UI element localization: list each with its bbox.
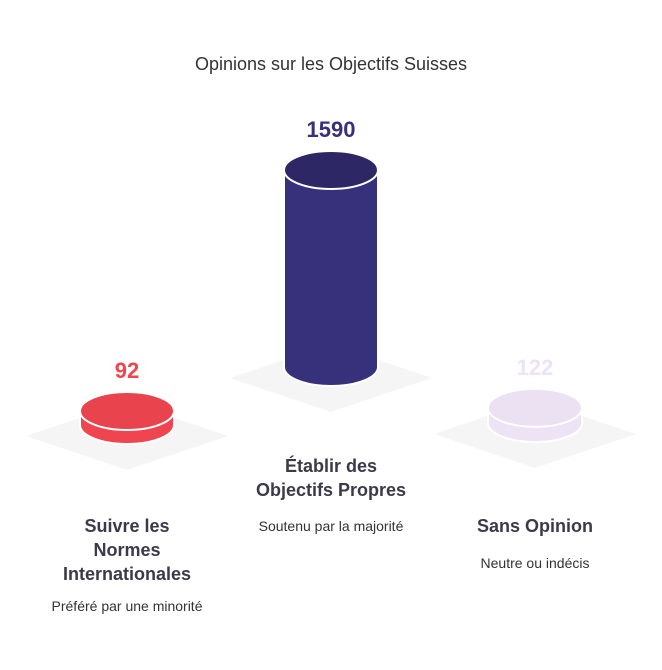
category-label-1: Suivre les Normes Internationales (63, 516, 191, 584)
description-label-3: Neutre ou indécis (481, 555, 590, 571)
category-label-3: Sans Opinion (477, 516, 593, 536)
category-label-2: Établir des Objectifs Propres (256, 455, 406, 500)
description-label-1: Préféré par une minorité (52, 598, 203, 614)
bar-top-1 (79, 391, 175, 431)
bar-group-1: 92 Suivre les Normes Internationales Préféré… (26, 358, 228, 614)
description-label-2: Soutenu par la majorité (259, 518, 404, 534)
value-label-1: 92 (115, 358, 139, 383)
bar-group-2: 1590 Établir des Objectifs Propres Soutenu … (230, 117, 432, 534)
bar-top-2 (283, 150, 379, 190)
bars-layer: 92 Suivre les Normes Internationales Préféré… (26, 117, 636, 614)
bar-2 (283, 169, 379, 387)
bar-top-3 (487, 387, 583, 428)
chart-title: Opinions sur les Objectifs Suisses (195, 54, 467, 74)
value-label-3: 122 (517, 355, 554, 380)
value-label-2: 1590 (307, 117, 356, 142)
bar-group-3: 122 Sans Opinion Neutre ou indécis (434, 355, 636, 571)
